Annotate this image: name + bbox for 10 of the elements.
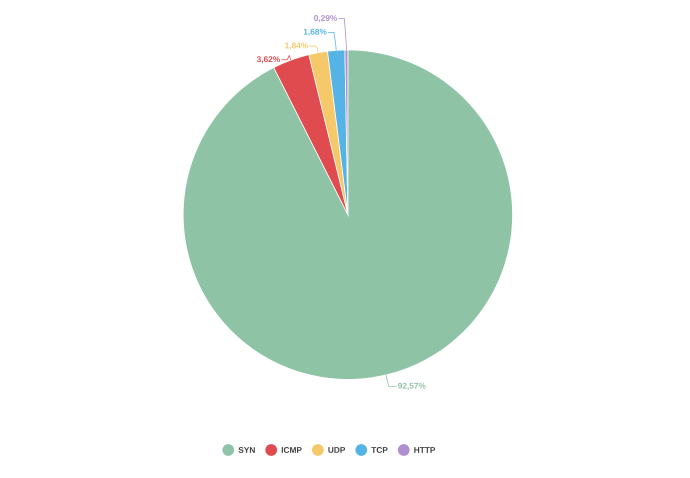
data-label: 0,29% bbox=[314, 14, 338, 22]
data-label: 92,57% bbox=[398, 382, 426, 390]
legend-label: TCP bbox=[371, 446, 388, 453]
legend-label: HTTP bbox=[414, 446, 436, 453]
legend-label: ICMP bbox=[282, 446, 302, 453]
legend-label: SYN bbox=[238, 446, 255, 453]
legend-label: UDP bbox=[328, 446, 346, 453]
data-label: 1,68% bbox=[304, 28, 327, 36]
data-label: 1,84% bbox=[285, 42, 308, 50]
data-label: 3,62% bbox=[256, 56, 280, 64]
